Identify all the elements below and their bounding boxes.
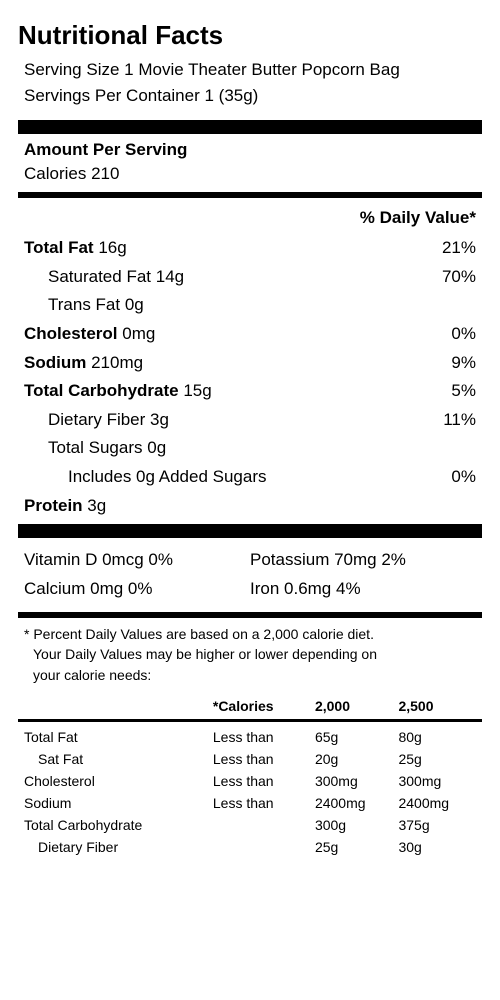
total-carb-amount: 15g <box>183 381 211 400</box>
guide-2000: 2400mg <box>315 792 399 814</box>
sat-fat-label: Saturated Fat <box>48 267 151 286</box>
footnote: * Percent Daily Values are based on a 2,… <box>24 624 476 685</box>
fiber-row: Dietary Fiber 3g 11% <box>24 408 476 433</box>
added-sugars-dv: 0% <box>451 465 476 490</box>
potassium: Potassium 70mg 2% <box>250 546 476 575</box>
guide-h2: *Calories <box>213 695 315 717</box>
guide-h3: 2,000 <box>315 695 399 717</box>
sodium-row: Sodium 210mg 9% <box>24 351 476 376</box>
calories-label: Calories <box>24 164 86 183</box>
nutrition-title: Nutritional Facts <box>18 20 482 51</box>
calories-row: Calories 210 <box>24 164 482 184</box>
sat-fat-row: Saturated Fat 14g 70% <box>24 265 476 290</box>
protein-label: Protein <box>24 496 83 515</box>
guide-2500: 25g <box>398 748 482 770</box>
cholesterol-amount: 0mg <box>122 324 155 343</box>
guide-2000: 300g <box>315 814 399 836</box>
guide-2500: 30g <box>398 836 482 858</box>
servings-per-container: Servings Per Container 1 (35g) <box>24 83 482 109</box>
guide-2500: 300mg <box>398 770 482 792</box>
guide-2500: 375g <box>398 814 482 836</box>
guide-h4: 2,500 <box>398 695 482 717</box>
calorie-guide-header: *Calories 2,000 2,500 <box>18 695 482 717</box>
iron: Iron 0.6mg 4% <box>250 575 476 604</box>
divider-thick <box>18 524 482 538</box>
guide-op: Less than <box>213 792 315 814</box>
divider-guide <box>18 719 482 722</box>
total-carb-label: Total Carbohydrate <box>24 381 179 400</box>
sat-fat-dv: 70% <box>442 265 476 290</box>
guide-2000: 65g <box>315 726 399 748</box>
guide-row: Sat FatLess than20g25g <box>18 748 482 770</box>
trans-fat-row: Trans Fat 0g <box>24 293 476 318</box>
guide-nutrient: Dietary Fiber <box>18 836 213 858</box>
cholesterol-row: Cholesterol 0mg 0% <box>24 322 476 347</box>
guide-nutrient: Sat Fat <box>18 748 213 770</box>
guide-op: Less than <box>213 770 315 792</box>
guide-2000: 25g <box>315 836 399 858</box>
sugars-row: Total Sugars 0g <box>24 436 476 461</box>
trans-fat-amount: 0g <box>125 295 144 314</box>
cholesterol-dv: 0% <box>451 322 476 347</box>
divider-med <box>18 612 482 618</box>
guide-row: CholesterolLess than300mg300mg <box>18 770 482 792</box>
guide-row: Dietary Fiber 25g30g <box>18 836 482 858</box>
guide-2000: 300mg <box>315 770 399 792</box>
vitamins-section: Vitamin D 0mcg 0% Potassium 70mg 2% Calc… <box>24 546 476 604</box>
guide-nutrient: Total Fat <box>18 726 213 748</box>
guide-op: Less than <box>213 748 315 770</box>
sugars-amount: 0g <box>147 438 166 457</box>
guide-2000: 20g <box>315 748 399 770</box>
vitamin-d: Vitamin D 0mcg 0% <box>24 546 250 575</box>
guide-op <box>213 814 315 836</box>
total-fat-dv: 21% <box>442 236 476 261</box>
guide-nutrient: Sodium <box>18 792 213 814</box>
guide-row: Total Carbohydrate 300g375g <box>18 814 482 836</box>
calcium: Calcium 0mg 0% <box>24 575 250 604</box>
fiber-amount: 3g <box>150 410 169 429</box>
guide-h1 <box>18 695 213 717</box>
fiber-label: Dietary Fiber <box>48 410 145 429</box>
serving-size: Serving Size 1 Movie Theater Butter Popc… <box>24 57 482 83</box>
calorie-guide-table: Total FatLess than65g80gSat FatLess than… <box>18 726 482 858</box>
calories-value: 210 <box>91 164 119 183</box>
trans-fat-label: Trans Fat <box>48 295 120 314</box>
added-sugars-row: Includes 0g Added Sugars 0% <box>24 465 476 490</box>
cholesterol-label: Cholesterol <box>24 324 118 343</box>
footnote-line2: Your Daily Values may be higher or lower… <box>24 644 476 664</box>
protein-row: Protein 3g <box>24 494 476 519</box>
total-carb-dv: 5% <box>451 379 476 404</box>
total-fat-amount: 16g <box>98 238 126 257</box>
guide-row: Total FatLess than65g80g <box>18 726 482 748</box>
total-fat-label: Total Fat <box>24 238 94 257</box>
added-sugars-label: Includes 0g Added Sugars <box>68 467 266 486</box>
guide-op <box>213 836 315 858</box>
guide-nutrient: Cholesterol <box>18 770 213 792</box>
amount-per-serving-header: Amount Per Serving <box>24 140 482 160</box>
total-carb-row: Total Carbohydrate 15g 5% <box>24 379 476 404</box>
divider-med <box>18 192 482 198</box>
guide-op: Less than <box>213 726 315 748</box>
guide-nutrient: Total Carbohydrate <box>18 814 213 836</box>
serving-info: Serving Size 1 Movie Theater Butter Popc… <box>24 57 482 108</box>
footnote-line3: your calorie needs: <box>24 665 476 685</box>
daily-value-header: % Daily Value* <box>18 208 476 228</box>
fiber-dv: 11% <box>443 408 476 433</box>
sodium-amount: 210mg <box>91 353 143 372</box>
sat-fat-amount: 14g <box>156 267 184 286</box>
sugars-label: Total Sugars <box>48 438 143 457</box>
guide-2500: 2400mg <box>398 792 482 814</box>
total-fat-row: Total Fat 16g 21% <box>24 236 476 261</box>
protein-amount: 3g <box>87 496 106 515</box>
guide-2500: 80g <box>398 726 482 748</box>
footnote-line1: * Percent Daily Values are based on a 2,… <box>24 624 476 644</box>
divider-thick <box>18 120 482 134</box>
sodium-label: Sodium <box>24 353 86 372</box>
sodium-dv: 9% <box>451 351 476 376</box>
guide-row: SodiumLess than2400mg2400mg <box>18 792 482 814</box>
